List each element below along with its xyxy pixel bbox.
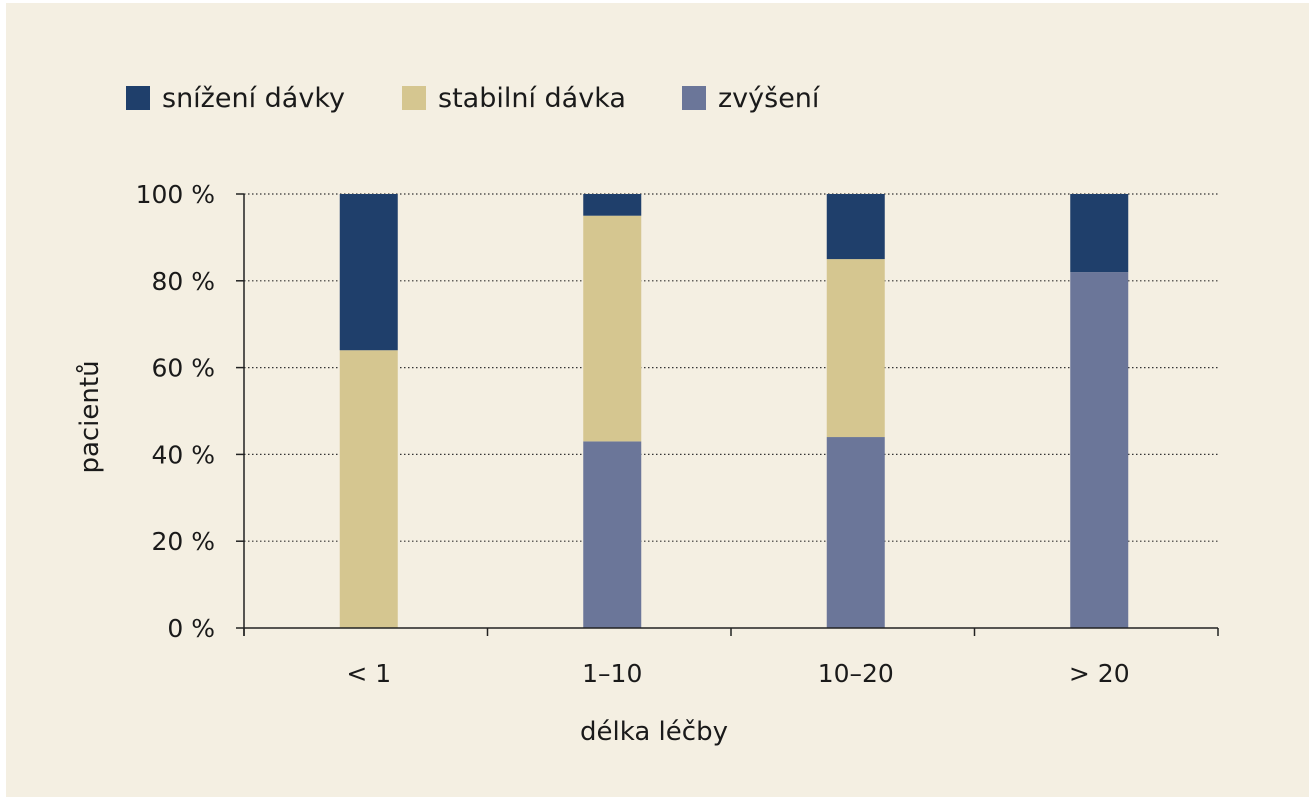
x-tick-label: > 20 — [1069, 659, 1130, 688]
y-tick-label: 80 % — [151, 267, 215, 296]
legend-swatch — [126, 86, 150, 110]
x-tick-labels: < 1 1–10 10–20 > 20 — [346, 659, 1129, 688]
bars — [339, 194, 1129, 628]
x-axis-title: délka léčby — [580, 717, 728, 747]
y-tick-label: 60 % — [151, 354, 215, 383]
y-tick-label: 0 % — [167, 614, 215, 643]
legend-label: snížení dávky — [162, 83, 345, 114]
bar-segment — [339, 350, 398, 628]
legend-swatch — [402, 86, 426, 110]
chart-panel: snížení dávky stabilní dávka zvýšení 0 % 20… — [6, 3, 1309, 797]
bar-segment — [826, 437, 885, 628]
bar-segment — [826, 194, 885, 260]
bar-segment — [1070, 272, 1129, 628]
x-tick-label: 1–10 — [582, 659, 642, 688]
bar-segment — [583, 215, 642, 442]
y-tick-labels: 0 % 20 % 40 % 60 % 80 % 100 % — [136, 180, 215, 643]
legend-label: stabilní dávka — [438, 83, 626, 114]
axes — [236, 193, 1219, 636]
legend: snížení dávky stabilní dávka zvýšení — [126, 83, 821, 114]
bar-segment — [339, 194, 398, 351]
y-tick-label: 20 % — [151, 527, 215, 556]
legend-swatch — [682, 86, 706, 110]
x-tick-label: 10–20 — [818, 659, 894, 688]
bar-segment — [583, 441, 642, 628]
bar-segment — [826, 259, 885, 438]
bar-segment — [583, 194, 642, 216]
legend-label: zvýšení — [718, 83, 821, 114]
y-tick-label: 40 % — [151, 440, 215, 469]
stacked-bar-chart: snížení dávky stabilní dávka zvýšení 0 % 20… — [75, 83, 1219, 747]
bar-segment — [1070, 194, 1129, 273]
x-tick-label: < 1 — [346, 659, 391, 688]
y-tick-label: 100 % — [136, 180, 215, 209]
y-axis-title: pacientů — [75, 360, 105, 473]
